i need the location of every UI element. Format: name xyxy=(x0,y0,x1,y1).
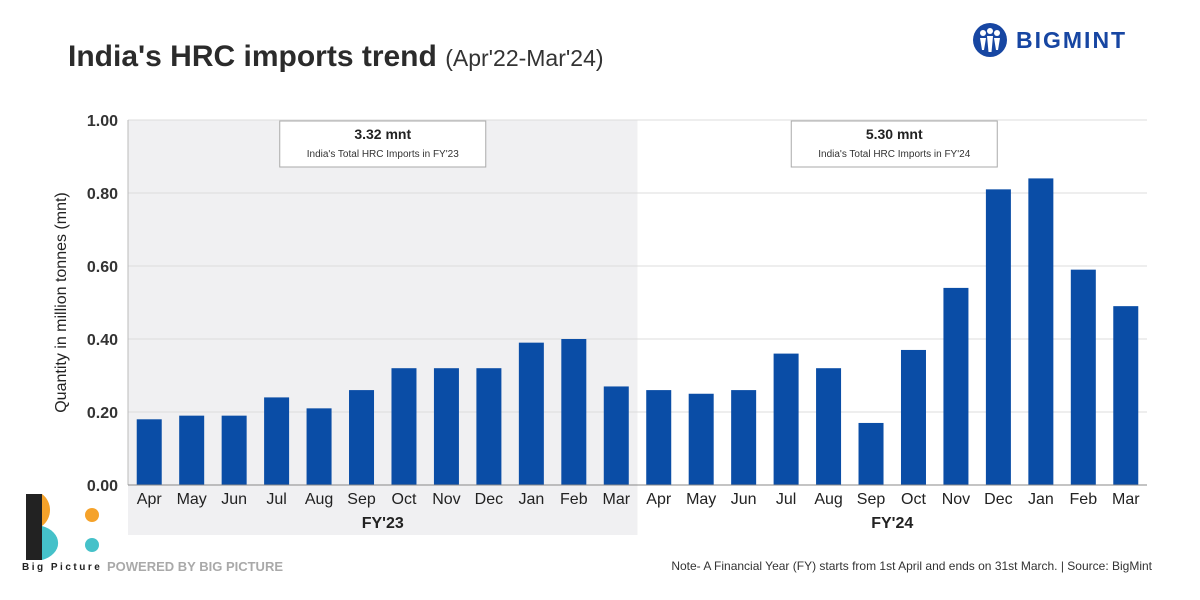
fy-total-caption: India's Total HRC Imports in FY'24 xyxy=(818,149,970,160)
bar-mar-11 xyxy=(603,386,629,485)
bar-oct-6 xyxy=(391,368,417,485)
y-tick-label: 0.00 xyxy=(87,478,118,495)
bigmint-people-icon xyxy=(973,23,1007,57)
brand-name: BIGMINT xyxy=(1016,26,1128,53)
x-tick-label: Feb xyxy=(1070,491,1098,508)
y-tick-label: 1.00 xyxy=(87,113,118,130)
x-tick-label: Oct xyxy=(392,491,417,508)
fy-group-label: FY'24 xyxy=(871,515,913,532)
bar-jan-9 xyxy=(518,342,544,485)
x-tick-label: Apr xyxy=(646,491,672,508)
bar-jan-21 xyxy=(1028,178,1054,485)
bar-dec-20 xyxy=(985,189,1011,485)
big-picture-label: Big Picture xyxy=(22,562,103,573)
y-axis-title: Quantity in million tonnes (mnt) xyxy=(53,192,70,413)
title-main: India's HRC imports trend xyxy=(68,40,437,73)
bar-jun-14 xyxy=(731,390,757,485)
y-tick-label: 0.40 xyxy=(87,332,118,349)
big-picture-logo xyxy=(26,494,99,560)
title-period: (Apr'22-Mar'24) xyxy=(445,45,604,71)
fy-group-label: FY'23 xyxy=(362,515,404,532)
y-tick-label: 0.60 xyxy=(87,259,118,276)
bar-feb-10 xyxy=(561,339,587,485)
x-tick-label: Jan xyxy=(518,491,544,508)
bar-jul-15 xyxy=(773,353,799,485)
x-tick-label: Apr xyxy=(137,491,163,508)
x-tick-label: Jan xyxy=(1028,491,1054,508)
x-tick-label: Jun xyxy=(221,491,247,508)
bar-nov-7 xyxy=(433,368,459,485)
x-tick-label: Dec xyxy=(984,491,1012,508)
fy-total-box xyxy=(279,120,487,168)
x-tick-label: Nov xyxy=(942,491,970,508)
powered-by-text: POWERED BY BIG PICTURE xyxy=(107,559,284,574)
bar-apr-12 xyxy=(646,390,672,485)
bar-may-13 xyxy=(688,393,714,485)
x-tick-label: Feb xyxy=(560,491,588,508)
x-tick-label: Oct xyxy=(901,491,926,508)
x-tick-label: Nov xyxy=(432,491,460,508)
bar-jul-3 xyxy=(264,397,290,485)
fy-band-0 xyxy=(128,120,638,535)
x-tick-label: Dec xyxy=(475,491,503,508)
bar-apr-0 xyxy=(136,419,162,485)
chart-title: India's HRC imports trend (Apr'22-Mar'24… xyxy=(68,40,604,74)
bar-jun-2 xyxy=(221,415,247,485)
y-tick-label: 0.20 xyxy=(87,405,118,422)
x-tick-label: Jul xyxy=(776,491,796,508)
bar-sep-5 xyxy=(349,390,375,485)
bar-aug-4 xyxy=(306,408,332,485)
source-note: Note- A Financial Year (FY) starts from … xyxy=(671,559,1152,573)
bar-oct-18 xyxy=(900,349,926,485)
y-tick-label: 0.80 xyxy=(87,186,118,203)
bar-may-1 xyxy=(179,415,205,485)
bar-dec-8 xyxy=(476,368,502,485)
x-tick-label: Aug xyxy=(305,491,333,508)
bar-feb-22 xyxy=(1070,269,1096,485)
x-tick-label: Mar xyxy=(1112,491,1140,508)
x-tick-label: Mar xyxy=(602,491,630,508)
bar-sep-17 xyxy=(858,422,884,485)
fy-total-value: 3.32 mnt xyxy=(354,126,411,142)
fy-total-box xyxy=(790,120,998,168)
x-tick-label: May xyxy=(686,491,716,508)
bigmint-logo: BIGMINT xyxy=(972,22,1127,58)
x-tick-label: Sep xyxy=(857,491,886,508)
x-tick-label: Jul xyxy=(266,491,286,508)
bar-nov-19 xyxy=(943,287,969,485)
fy-total-caption: India's Total HRC Imports in FY'23 xyxy=(307,149,459,160)
x-tick-label: Jun xyxy=(731,491,757,508)
bar-aug-16 xyxy=(816,368,842,485)
x-tick-label: Aug xyxy=(814,491,842,508)
fy-total-value: 5.30 mnt xyxy=(866,126,923,142)
x-tick-label: May xyxy=(177,491,207,508)
bar-mar-23 xyxy=(1113,306,1139,485)
x-tick-label: Sep xyxy=(347,491,376,508)
